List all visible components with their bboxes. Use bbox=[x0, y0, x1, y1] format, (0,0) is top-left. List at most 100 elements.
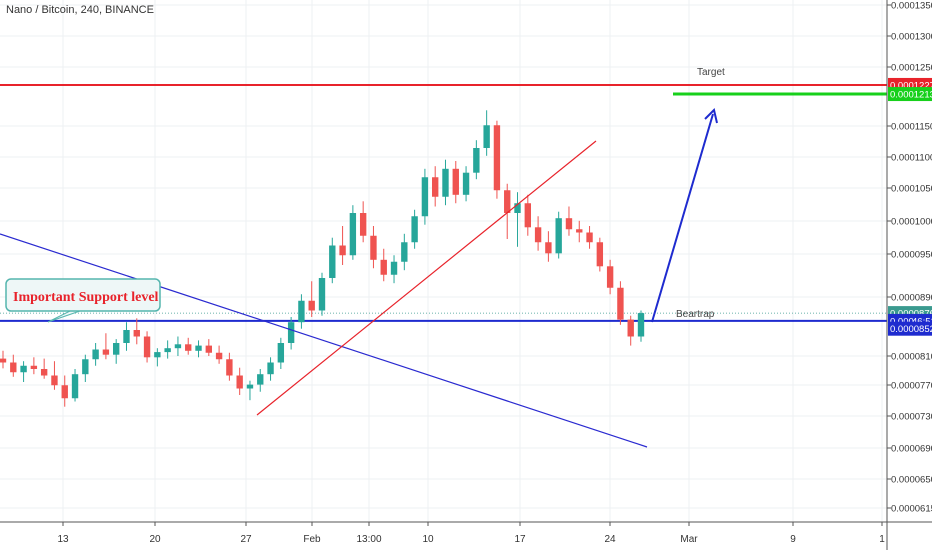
price-tick-label: 0.0000615 bbox=[891, 504, 932, 515]
candle-body bbox=[92, 349, 99, 360]
candle-body bbox=[10, 362, 17, 373]
candle-body bbox=[287, 322, 295, 343]
candle-body bbox=[113, 343, 120, 355]
price-tick-label: 0.0001050 bbox=[891, 184, 932, 195]
candle-body bbox=[627, 319, 634, 337]
candle-body bbox=[236, 375, 243, 389]
candle-body bbox=[493, 125, 501, 191]
time-tick-label: 9 bbox=[790, 534, 796, 545]
candle-body bbox=[308, 300, 315, 311]
candle-body bbox=[370, 235, 377, 260]
candle-body bbox=[617, 287, 624, 320]
price-badge bbox=[888, 87, 932, 102]
candle-body bbox=[257, 374, 264, 385]
price-levels bbox=[0, 83, 887, 322]
candle-body bbox=[154, 352, 161, 358]
support-callout-label: Important Support level bbox=[13, 290, 159, 305]
candle-body bbox=[51, 375, 58, 386]
time-tick-label: 1 bbox=[879, 534, 885, 545]
downtrend-line bbox=[0, 233, 648, 448]
candle-body bbox=[82, 359, 89, 375]
candle-body bbox=[143, 336, 151, 358]
candle-body bbox=[246, 384, 254, 389]
candle-body bbox=[483, 125, 490, 148]
candle-body bbox=[102, 349, 110, 355]
candle-body bbox=[298, 300, 305, 323]
candle-body bbox=[133, 330, 140, 337]
price-tick-label: 0.0001000 bbox=[891, 217, 932, 228]
candle-body bbox=[565, 218, 573, 230]
candle-body bbox=[61, 385, 68, 399]
time-tick-label: 10 bbox=[422, 534, 434, 545]
price-tick-label: 0.0001300 bbox=[891, 32, 932, 43]
candle-body bbox=[411, 216, 418, 243]
price-badge-label: 0.0000852 bbox=[890, 324, 932, 335]
candle-body bbox=[40, 369, 48, 376]
price-tick-label: 0.0001100 bbox=[891, 153, 932, 164]
candle-body bbox=[545, 242, 552, 254]
candle-body bbox=[267, 362, 274, 375]
candle-body bbox=[421, 177, 429, 217]
forecast-arrow-head bbox=[704, 108, 718, 124]
candle-body bbox=[462, 172, 470, 195]
price-tick-label: 0.0000770 bbox=[891, 381, 932, 392]
candle-body bbox=[30, 365, 38, 369]
forecast-arrow-line bbox=[651, 113, 714, 323]
candle-body bbox=[576, 229, 583, 233]
candle-body bbox=[164, 348, 171, 353]
candle-body bbox=[123, 330, 130, 343]
time-tick-label: 13 bbox=[57, 534, 69, 545]
candle-body bbox=[215, 352, 223, 360]
candle-body bbox=[359, 213, 367, 236]
candle-body bbox=[318, 278, 326, 311]
time-tick-label: 27 bbox=[240, 534, 252, 545]
candle-body bbox=[401, 242, 408, 262]
beartrap-label: Beartrap bbox=[676, 309, 715, 320]
candle-body bbox=[452, 168, 459, 195]
candle-body bbox=[0, 358, 7, 363]
drawings: Important Support level Target Beartrap bbox=[0, 67, 725, 448]
time-tick-label: Mar bbox=[680, 534, 698, 545]
candle-body bbox=[524, 203, 531, 228]
candle-body bbox=[504, 190, 511, 213]
time-axis: 13 20 27 Feb 13:00 10 17 24 Mar 9 1 bbox=[57, 522, 885, 545]
candle-body bbox=[195, 345, 202, 351]
candle-body bbox=[432, 177, 439, 197]
candle-body bbox=[514, 203, 521, 213]
price-badge-label: 0.0001213 bbox=[890, 90, 932, 101]
price-tick-label: 0.0000950 bbox=[891, 250, 932, 261]
price-tick-label: 0.0000810 bbox=[891, 352, 932, 363]
candle-body bbox=[473, 148, 480, 173]
candle-body bbox=[329, 245, 336, 278]
candle-body bbox=[339, 245, 346, 256]
price-tick-label: 0.0000650 bbox=[891, 475, 932, 486]
candle-body bbox=[226, 359, 233, 376]
price-tick-label: 0.0000890 bbox=[891, 293, 932, 304]
candle-body bbox=[390, 261, 398, 275]
uptrend-line bbox=[256, 140, 597, 416]
candle-body bbox=[174, 344, 182, 349]
time-tick-label: Feb bbox=[303, 534, 321, 545]
candle-body bbox=[380, 259, 387, 275]
time-tick-label: 24 bbox=[604, 534, 616, 545]
target-label: Target bbox=[697, 67, 725, 78]
candle-body bbox=[534, 227, 542, 243]
support-callout-box bbox=[5, 278, 161, 312]
time-tick-label: 17 bbox=[514, 534, 526, 545]
candle-body bbox=[586, 232, 593, 243]
price-badge bbox=[888, 321, 932, 336]
candle-body bbox=[442, 168, 449, 197]
candle-body bbox=[637, 313, 645, 337]
candle-body bbox=[20, 365, 27, 373]
price-tick-label: 0.0000730 bbox=[891, 412, 932, 423]
price-tick-label: 0.0001250 bbox=[891, 63, 932, 74]
price-badge-label: 0.0001227 bbox=[890, 80, 932, 91]
price-tick-label: 0.0001350 bbox=[891, 1, 932, 12]
candle-body bbox=[277, 343, 285, 363]
candle-body bbox=[596, 242, 604, 267]
time-tick-label: 20 bbox=[149, 534, 161, 545]
price-tick-label: 0.0001150 bbox=[891, 122, 932, 133]
price-badges: 0.00012270.00012130.00008760.00046:510.0… bbox=[888, 77, 932, 336]
